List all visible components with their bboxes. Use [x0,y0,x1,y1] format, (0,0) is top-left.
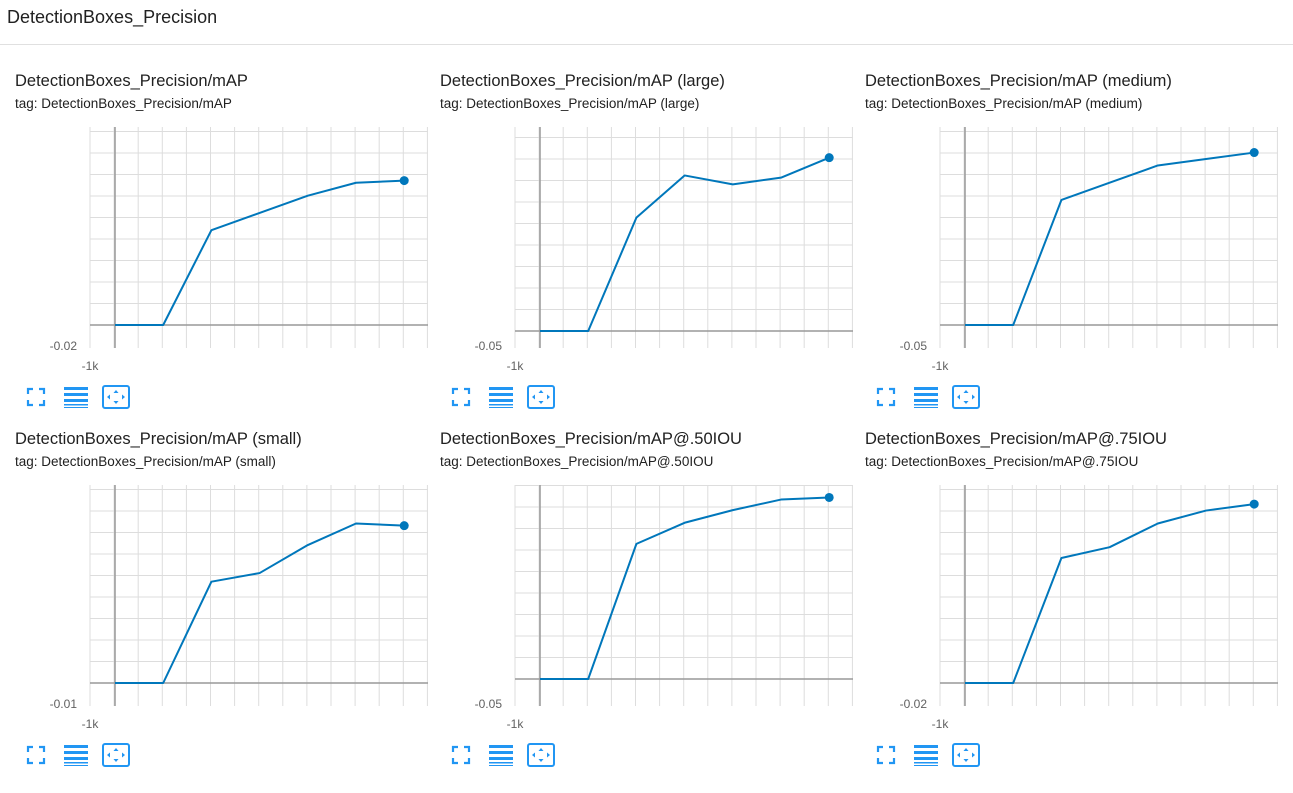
chart-toolbar [22,741,142,769]
toggle-log-scale-icon [64,386,88,408]
chart-card: DetectionBoxes_Precision/mAP (large) tag:… [425,0,853,409]
chart-tag: tag: DetectionBoxes_Precision/mAP [15,96,232,111]
line-chart[interactable]: -0.02 -1k [850,358,1278,731]
line-chart[interactable]: -0.02 -1k [0,0,428,373]
fit-domain-icon [102,385,130,409]
fit-domain-button[interactable] [102,383,130,411]
x-tick-label: -1k [932,359,950,373]
toggle-log-scale-icon [914,386,938,408]
fullscreen-icon [26,745,46,765]
fullscreen-button[interactable] [447,741,475,769]
line-chart[interactable]: -0.05 -1k [425,0,853,373]
x-tick-label: -1k [82,359,100,373]
toggle-log-scale-icon [64,744,88,766]
y-tick-label: -0.05 [900,339,928,353]
x-tick-label: -1k [507,717,525,731]
section-header: DetectionBoxes_Precision [0,0,1293,45]
section-title: DetectionBoxes_Precision [7,7,218,27]
y-tick-label: -0.02 [50,339,78,353]
y-tick-label: -0.02 [900,697,928,711]
series-endpoint[interactable] [824,492,834,502]
line-chart[interactable]: -0.01 -1k [0,358,428,731]
fullscreen-button[interactable] [872,741,900,769]
chart-card: DetectionBoxes_Precision/mAP tag: Detecti… [0,0,428,409]
toggle-log-scale-button[interactable] [62,741,90,769]
chart-title: DetectionBoxes_Precision/mAP [15,72,248,90]
series-endpoint[interactable] [399,521,409,531]
y-tick-label: -0.05 [475,697,503,711]
fullscreen-button[interactable] [447,383,475,411]
fit-domain-icon [527,385,555,409]
fullscreen-icon [451,745,471,765]
series-endpoint[interactable] [824,153,834,163]
fit-domain-button[interactable] [527,741,555,769]
series-line [965,503,1255,684]
toggle-log-scale-icon [914,744,938,766]
fullscreen-button[interactable] [22,741,50,769]
chart-toolbar [872,741,992,769]
chart-tag: tag: DetectionBoxes_Precision/mAP@.75IOU [865,454,1139,469]
chart-toolbar [22,383,142,411]
fit-domain-button[interactable] [527,383,555,411]
chart-toolbar [447,383,567,411]
chart-card: DetectionBoxes_Precision/mAP (small) tag:… [0,358,428,767]
fit-domain-icon [952,385,980,409]
fullscreen-icon [876,387,896,407]
toggle-log-scale-button[interactable] [487,741,515,769]
chart-card: DetectionBoxes_Precision/mAP@.50IOU tag: … [425,358,853,767]
toggle-log-scale-icon [489,386,513,408]
series-line [115,522,405,684]
chart-tag: tag: DetectionBoxes_Precision/mAP (mediu… [865,96,1143,111]
fullscreen-icon [451,387,471,407]
chart-tag: tag: DetectionBoxes_Precision/mAP (large… [440,96,700,111]
fullscreen-icon [26,387,46,407]
fit-domain-button[interactable] [952,383,980,411]
chart-card: DetectionBoxes_Precision/mAP (medium) tag… [850,0,1278,409]
fullscreen-button[interactable] [872,383,900,411]
x-tick-label: -1k [932,717,950,731]
toggle-log-scale-button[interactable] [912,383,940,411]
line-chart[interactable]: -0.05 -1k [850,0,1278,373]
chart-title: DetectionBoxes_Precision/mAP@.75IOU [865,430,1167,448]
line-chart[interactable]: -0.05 -1k [425,358,853,731]
x-tick-label: -1k [82,717,100,731]
chart-tag: tag: DetectionBoxes_Precision/mAP@.50IOU [440,454,714,469]
fit-domain-icon [102,743,130,767]
chart-title: DetectionBoxes_Precision/mAP (large) [440,72,725,90]
x-tick-label: -1k [507,359,525,373]
y-tick-label: -0.01 [50,697,78,711]
fit-domain-button[interactable] [952,741,980,769]
chart-title: DetectionBoxes_Precision/mAP@.50IOU [440,430,742,448]
fullscreen-button[interactable] [22,383,50,411]
series-line [540,496,830,680]
chart-title: DetectionBoxes_Precision/mAP (small) [15,430,302,448]
chart-card: DetectionBoxes_Precision/mAP@.75IOU tag: … [850,358,1278,767]
chart-title: DetectionBoxes_Precision/mAP (medium) [865,72,1172,90]
series-endpoint[interactable] [399,176,409,186]
chart-toolbar [447,741,567,769]
toggle-log-scale-button[interactable] [912,741,940,769]
fit-domain-button[interactable] [102,741,130,769]
toggle-log-scale-button[interactable] [487,383,515,411]
series-endpoint[interactable] [1249,499,1259,509]
fit-domain-icon [952,743,980,767]
fullscreen-icon [876,745,896,765]
toggle-log-scale-icon [489,744,513,766]
chart-toolbar [872,383,992,411]
series-line [965,151,1255,326]
toggle-log-scale-button[interactable] [62,383,90,411]
y-tick-label: -0.05 [475,339,503,353]
series-endpoint[interactable] [1249,148,1259,158]
fit-domain-icon [527,743,555,767]
chart-tag: tag: DetectionBoxes_Precision/mAP (small… [15,454,276,469]
series-line [540,156,830,332]
series-line [115,179,405,326]
